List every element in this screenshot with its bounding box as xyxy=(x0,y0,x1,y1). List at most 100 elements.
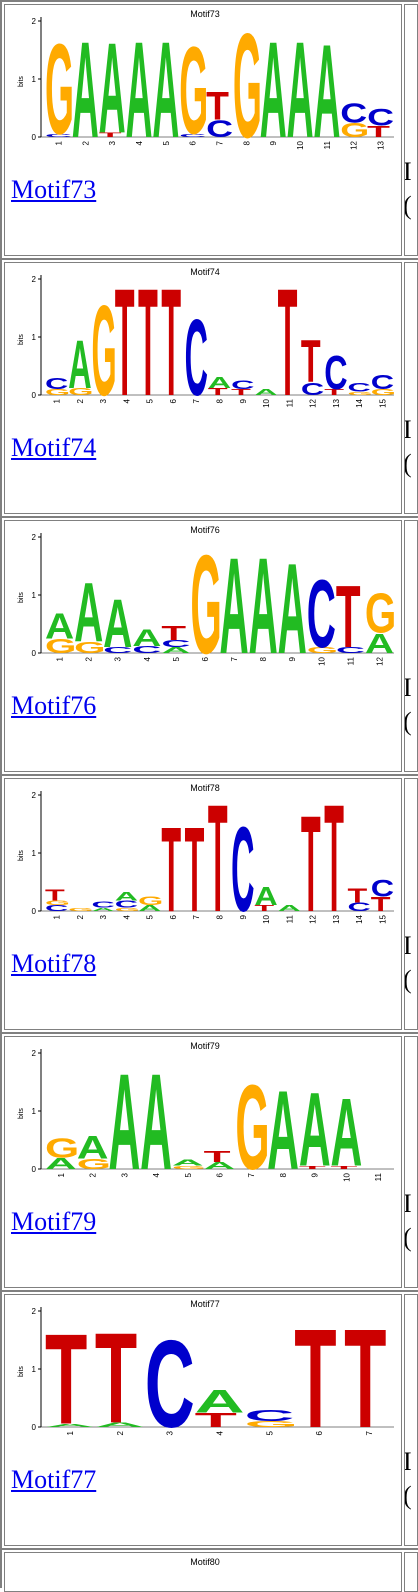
position-label: 11 xyxy=(346,656,355,665)
logo-letter-T: T xyxy=(45,887,65,905)
motif-cell: Motif80 xyxy=(4,1552,402,1592)
logo-letter-G: G xyxy=(45,899,70,906)
position-label: 4 xyxy=(216,1430,225,1435)
y-tick-label: 2 xyxy=(32,1049,37,1058)
position-label: 4 xyxy=(152,1172,161,1177)
motif-link[interactable]: Motif76 xyxy=(11,691,97,720)
logo-letter-T: T xyxy=(161,802,181,937)
logo-title: Motif74 xyxy=(190,267,220,277)
logo-title: Motif79 xyxy=(190,1041,220,1051)
logo-letter-T: T xyxy=(299,1165,326,1170)
motif-link[interactable]: Motif77 xyxy=(11,1465,97,1494)
logo-letter-T: T xyxy=(206,84,229,129)
logo-letter-A: A xyxy=(108,1045,140,1198)
position-label: 5 xyxy=(146,398,155,403)
logo-letter-C: C xyxy=(371,371,394,393)
position-label: 6 xyxy=(201,656,210,661)
position-label: 9 xyxy=(239,914,248,919)
logo-letter-A: A xyxy=(45,1423,95,1428)
logo-letter-A: A xyxy=(278,538,307,681)
y-axis-label: bits xyxy=(18,1366,25,1377)
logo-letter-T: T xyxy=(99,131,123,138)
logo-letter-C: C xyxy=(92,900,115,909)
position-label: 6 xyxy=(169,398,178,403)
logo-letter-G: G xyxy=(347,391,372,396)
logo-letter-C: C xyxy=(336,646,365,655)
y-tick-label: 2 xyxy=(32,533,37,542)
position-label: 9 xyxy=(288,656,297,661)
position-label: 1 xyxy=(66,1430,75,1435)
logo-letter-A: A xyxy=(172,1158,204,1167)
logo-letter-G: G xyxy=(115,907,140,912)
side-text-top: I xyxy=(405,413,412,447)
y-tick-label: 0 xyxy=(32,907,37,916)
position-label: 13 xyxy=(332,398,341,407)
position-label: 1 xyxy=(53,398,62,403)
logo-letter-T: T xyxy=(324,388,345,397)
motif-link[interactable]: Motif79 xyxy=(11,1207,97,1236)
logo-letter-A: A xyxy=(77,1130,109,1166)
logo-letter-T: T xyxy=(185,802,205,937)
position-label: 5 xyxy=(184,1172,193,1177)
logo-title: Motif76 xyxy=(190,525,220,535)
position-label: 11 xyxy=(374,1172,383,1181)
logo-letter-A: A xyxy=(45,606,74,647)
logo-letter-T: T xyxy=(95,1305,137,1450)
logo-letter-C: C xyxy=(347,901,370,914)
logo-letter-C: C xyxy=(145,1316,195,1455)
logo-title: Motif77 xyxy=(190,1299,220,1309)
position-label: 3 xyxy=(166,1430,175,1435)
logo-letter-T: T xyxy=(204,1148,231,1166)
position-label: 8 xyxy=(279,1172,288,1177)
position-label: 7 xyxy=(365,1430,374,1435)
position-label: 2 xyxy=(81,140,90,145)
y-tick-label: 2 xyxy=(32,791,37,800)
logo-letter-C: C xyxy=(307,560,336,668)
position-label: 5 xyxy=(146,914,155,919)
logo-letter-C: C xyxy=(132,644,161,655)
logo-letter-G: G xyxy=(92,278,117,422)
logo-letter-A: A xyxy=(68,328,91,403)
y-tick-label: 0 xyxy=(32,1423,37,1432)
logo-letter-C: C xyxy=(161,639,190,650)
position-label: 2 xyxy=(116,1430,125,1435)
logo-letter-A: A xyxy=(74,566,103,660)
position-label: 13 xyxy=(332,914,341,923)
logo-letter-C: C xyxy=(45,904,68,913)
position-label: 14 xyxy=(355,914,364,923)
logo-letter-G: G xyxy=(68,386,93,397)
position-label: 7 xyxy=(192,398,201,403)
logo-letter-G: G xyxy=(340,120,369,142)
logo-letter-G: G xyxy=(77,1156,111,1172)
logo-letter-A: A xyxy=(208,374,231,392)
logo-letter-T: T xyxy=(208,781,228,941)
logo-letter-A: A xyxy=(99,17,126,161)
logo-letter-A: A xyxy=(195,1384,245,1420)
position-label: 4 xyxy=(122,914,131,919)
position-label: 3 xyxy=(114,656,123,661)
logo-letter-C: C xyxy=(115,899,138,910)
motif-row: Motif79 0 1 2 bits A G 1 G A 2 A 3 A 4 G A 5 A T 6 G 7 A 8 T A 9 T A 1… xyxy=(2,1032,418,1290)
y-axis-label: bits xyxy=(18,76,25,87)
motif-link[interactable]: Motif73 xyxy=(11,175,97,204)
position-label: 3 xyxy=(99,914,108,919)
side-cell: I( xyxy=(404,1036,418,1288)
position-label: 15 xyxy=(378,398,387,407)
y-tick-label: 0 xyxy=(32,1165,37,1174)
position-label: 9 xyxy=(239,398,248,403)
logo-letter-A: A xyxy=(249,531,278,683)
logo-letter-T: T xyxy=(231,388,252,397)
y-tick-label: 2 xyxy=(32,1307,37,1316)
logo-letter-C: C xyxy=(347,381,370,394)
logo-letter-G: G xyxy=(190,525,221,683)
position-label: 4 xyxy=(143,656,152,661)
motif-link[interactable]: Motif78 xyxy=(11,949,97,978)
logo-letter-C: C xyxy=(231,802,254,937)
position-label: 5 xyxy=(162,140,171,145)
y-tick-label: 0 xyxy=(32,133,37,142)
logo-letter-T: T xyxy=(161,265,181,425)
logo-letter-A: A xyxy=(72,14,99,167)
motif-link[interactable]: Motif74 xyxy=(11,433,97,462)
